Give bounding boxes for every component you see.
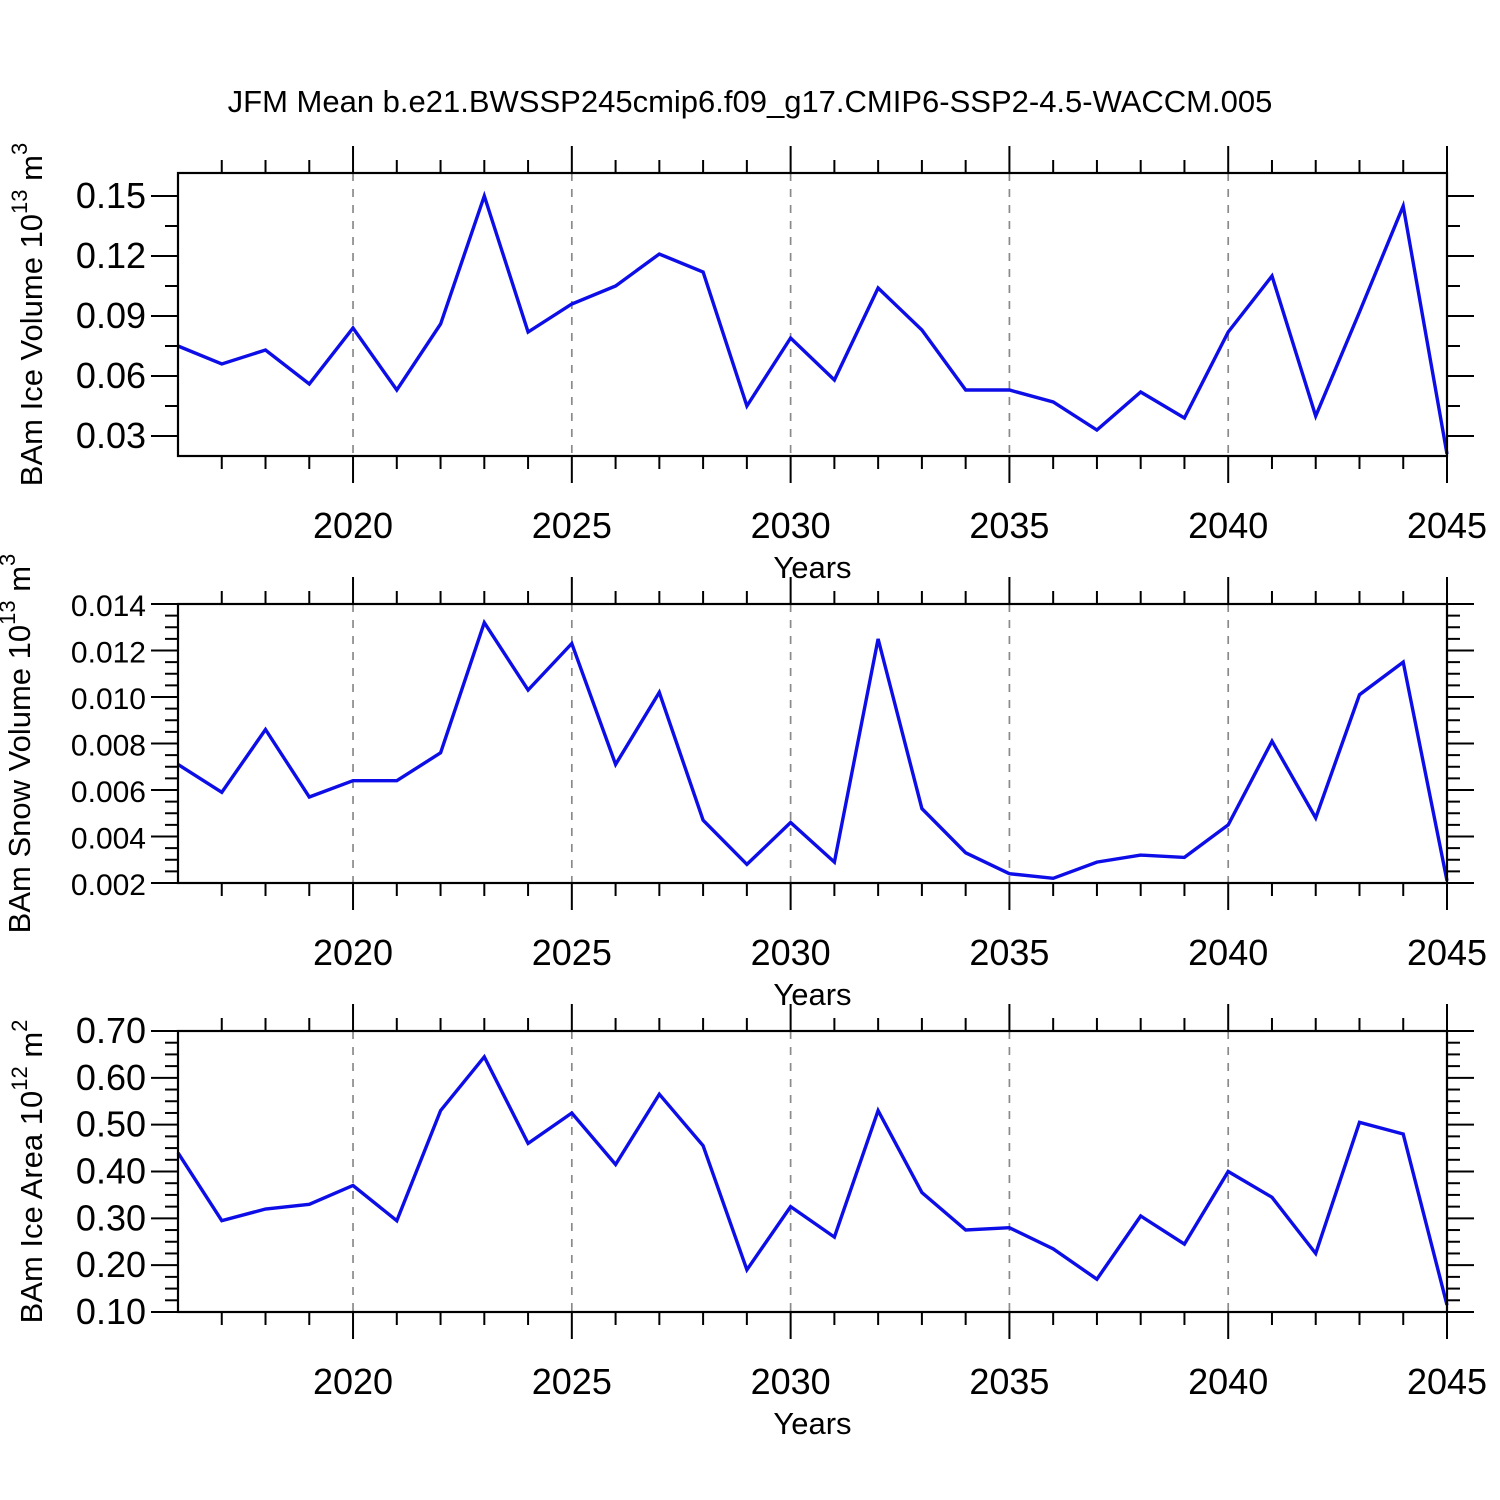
x-tick-label: 2035 [969, 932, 1049, 973]
x-tick-label: 2030 [751, 932, 831, 973]
y-tick-label: 0.20 [76, 1244, 146, 1285]
y-tick-label: 0.006 [71, 776, 146, 809]
x-tick-label: 2045 [1407, 1361, 1487, 1402]
y-axis-title: BAm Snow Volume 1013 m3 [0, 554, 37, 934]
y-tick-label: 0.010 [71, 683, 146, 716]
y-tick-label: 0.50 [76, 1104, 146, 1145]
x-tick-label: 2035 [969, 1361, 1049, 1402]
x-tick-label: 2045 [1407, 932, 1487, 973]
x-axis-title: Years [773, 977, 851, 1012]
y-tick-label: 0.12 [76, 235, 146, 276]
x-tick-label: 2025 [532, 932, 612, 973]
data-line-ice-volume [177, 190, 1449, 455]
data-line-ice-area [176, 1053, 1449, 1306]
x-tick-label: 2020 [313, 505, 393, 546]
x-tick-label: 2030 [751, 1361, 831, 1402]
x-tick-label: 2030 [751, 505, 831, 546]
y-tick-label: 0.10 [76, 1291, 146, 1332]
y-tick-label: 0.004 [71, 823, 146, 856]
x-tick-label: 2040 [1188, 505, 1268, 546]
y-tick-label: 0.012 [71, 637, 146, 670]
figure-title: JFM Mean b.e21.BWSSP245cmip6.f09_g17.CMI… [227, 84, 1273, 119]
subplot-snow-volume: 0.002 0.004 0.006 0.008 0.010 0.012 0.014 2020 2… [0, 554, 1487, 1012]
y-tick-label: 0.09 [76, 295, 146, 336]
y-tick-label: 0.014 [71, 590, 146, 623]
x-tick-label: 2025 [532, 505, 612, 546]
subplot-ice-volume: 0.03 0.06 0.09 0.12 0.15 2020 2025 2030 2035 2040… [7, 143, 1487, 585]
x-tick-label: 2040 [1188, 932, 1268, 973]
y-tick-label: 0.03 [76, 415, 146, 456]
x-tick-label: 2035 [969, 505, 1049, 546]
x-axis-title: Years [773, 1406, 851, 1441]
x-axis-title: Years [773, 550, 851, 585]
x-tick-label: 2020 [313, 932, 393, 973]
y-tick-label: 0.15 [76, 175, 146, 216]
x-tick-label: 2025 [532, 1361, 612, 1402]
y-tick-label: 0.008 [71, 730, 146, 763]
y-tick-label: 0.002 [71, 869, 146, 902]
plot-frame [176, 1029, 1449, 1314]
y-tick-label: 0.60 [76, 1057, 146, 1098]
x-tick-label: 2020 [313, 1361, 393, 1402]
plot-frame [176, 171, 1449, 458]
data-line-snow-volume [177, 618, 1449, 882]
x-tick-label: 2045 [1407, 505, 1487, 546]
y-tick-label: 0.70 [76, 1010, 146, 1051]
subplot-ice-area: 0.10 0.20 0.30 0.40 0.50 0.60 0.70 2020 2025 2030… [7, 1004, 1487, 1441]
y-axis-title: BAm Ice Area 1012 m2 [7, 1020, 49, 1324]
y-axis-title: BAm Ice Volume 1013 m3 [7, 143, 49, 486]
y-tick-label: 0.06 [76, 355, 146, 396]
y-tick-label: 0.40 [76, 1151, 146, 1192]
y-tick-label: 0.30 [76, 1197, 146, 1238]
x-tick-label: 2040 [1188, 1361, 1268, 1402]
